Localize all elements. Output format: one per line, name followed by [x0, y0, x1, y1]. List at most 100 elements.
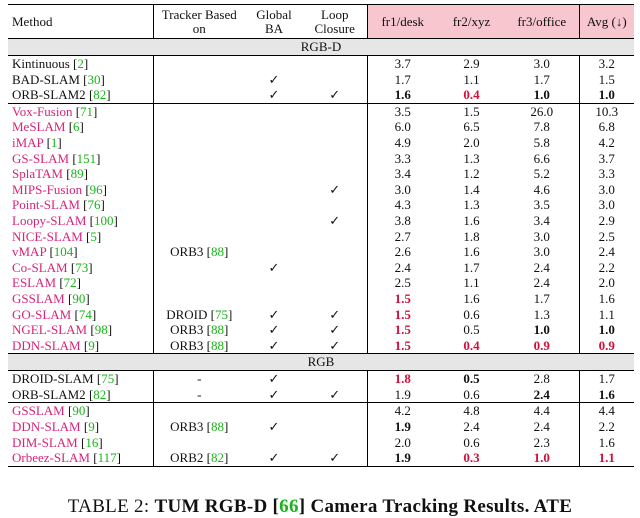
citation-link[interactable]: 9 [88, 419, 95, 435]
global-ba-cell [245, 166, 303, 182]
loop-closure-cell [303, 371, 367, 387]
method-cell: NGEL-SLAM [98] [12, 322, 113, 338]
loop-closure-cell [303, 119, 367, 135]
header-tracker: Tracker Based on [152, 4, 245, 39]
table-row: NICE-SLAM [5] 2.7 1.8 3.0 2.5 [8, 228, 634, 245]
method-name: Loopy-SLAM [12, 212, 87, 228]
fr1-value: 1.5 [366, 322, 438, 338]
method-name: Co-SLAM [12, 259, 68, 275]
fr1-value: 2.4 [366, 259, 438, 276]
fr1-value: 4.9 [366, 134, 438, 151]
loop-closure-cell: ✓ [303, 450, 367, 467]
citation-link[interactable]: 82 [93, 87, 107, 103]
tracker-cell [152, 181, 245, 198]
method-name: DIM-SLAM [12, 434, 78, 450]
citation-link[interactable]: 74 [78, 306, 92, 322]
header-fr1-desk: fr1/desk [366, 4, 438, 39]
citation-link[interactable]: 104 [53, 244, 74, 260]
citation-link[interactable]: 90 [72, 403, 86, 419]
table-row: Loopy-SLAM [100] ✓ 3.8 1.6 3.4 2.9 [8, 212, 634, 229]
tracker-cell [152, 102, 245, 120]
citation-link[interactable]: 151 [76, 150, 97, 166]
citation-link[interactable]: 89 [70, 166, 84, 182]
tracker-cell [152, 87, 245, 104]
table-row: GO-SLAM [74] DROID [75] ✓ ✓ 1.5 0.6 1.3 1.1 [8, 306, 634, 323]
method-name: Vox-Fusion [12, 103, 73, 119]
method-cell: GS-SLAM [151] [12, 150, 101, 166]
method-cell: DDN-SLAM [9] [12, 419, 100, 435]
check-icon: ✓ [329, 306, 341, 322]
fr1-value: 1.6 [366, 87, 438, 104]
citation-link[interactable]: 88 [210, 337, 224, 353]
fr2-value: 2.4 [463, 419, 480, 435]
citation-link[interactable]: 9 [88, 337, 95, 353]
citation-link[interactable]: 75 [214, 306, 228, 322]
tracker-cell: - [152, 370, 245, 387]
citation-link[interactable]: 5 [90, 228, 97, 244]
table-row: GSSLAM [90] 1.5 1.6 1.7 1.6 [8, 290, 634, 307]
table-row: ESLAM [72] 2.5 1.1 2.4 2.0 [8, 275, 634, 291]
tracker-cell [152, 275, 245, 291]
tracker-cell: - [152, 386, 245, 403]
fr1-value: 1.5 [366, 337, 438, 354]
fr3-value: 0.9 [533, 337, 550, 353]
method-name: BAD-SLAM [12, 71, 80, 87]
loop-closure-cell [303, 419, 367, 435]
results-table: Method Tracker Based on Global BA Loop C… [8, 4, 634, 467]
caption-ref[interactable]: 66 [279, 496, 299, 517]
fr2-value: 0.4 [463, 87, 480, 103]
fr3-value: 2.4 [533, 259, 550, 275]
citation-link[interactable]: 82 [93, 386, 107, 402]
fr3-value: 2.4 [533, 419, 550, 435]
table-row: ORB-SLAM2 [82] - ✓ ✓ 1.9 0.6 2.4 1.6 [8, 386, 634, 403]
method-name: ESLAM [12, 275, 57, 291]
loop-closure-cell: ✓ [303, 182, 367, 198]
global-ba-cell: ✓ [245, 338, 303, 354]
citation-link[interactable]: 76 [87, 197, 101, 213]
avg-value: 3.7 [578, 150, 634, 167]
method-name: DDN-SLAM [12, 419, 81, 435]
citation-link[interactable]: 16 [85, 434, 99, 450]
avg-value: 2.2 [578, 419, 634, 435]
citation-link[interactable]: 100 [93, 212, 114, 228]
tracker-cell [152, 197, 245, 213]
header-avg: Avg (↓) [578, 4, 634, 39]
citation-link[interactable]: 71 [80, 103, 94, 119]
citation-link[interactable]: 72 [63, 275, 77, 291]
avg-value: 1.1 [578, 450, 634, 467]
method-cell: Co-SLAM [73] [12, 259, 93, 275]
check-icon: ✓ [329, 212, 341, 228]
table-row: Kintinuous [2] 3.7 2.9 3.0 3.2 [8, 55, 634, 72]
citation-link[interactable]: 98 [94, 322, 108, 338]
global-ba-cell [245, 291, 303, 307]
check-icon: ✓ [268, 450, 280, 466]
avg-value: 3.2 [578, 55, 634, 72]
method-cell: GO-SLAM [74] [12, 306, 97, 322]
method-cell: NICE-SLAM [5] [12, 228, 102, 244]
check-icon: ✓ [268, 71, 280, 87]
table-row: Orbeez-SLAM [117] ORB2 [82] ✓ ✓ 1.9 0.3 1.0 1.1 [8, 450, 634, 467]
citation-link[interactable]: 2 [77, 56, 84, 71]
citation-link[interactable]: 75 [101, 371, 115, 387]
fr3-value: 7.8 [533, 119, 550, 135]
citation-link[interactable]: 117 [97, 450, 117, 466]
citation-link[interactable]: 90 [72, 290, 86, 306]
citation-link[interactable]: 88 [210, 322, 224, 338]
fr2-value: 0.6 [463, 434, 480, 450]
citation-link[interactable]: 6 [73, 119, 80, 135]
citation-link[interactable]: 96 [89, 181, 103, 197]
citation-link[interactable]: 30 [87, 71, 101, 87]
citation-link[interactable]: 88 [210, 419, 224, 435]
loop-closure-cell [303, 402, 367, 420]
global-ba-cell: ✓ [245, 450, 303, 467]
citation-link[interactable]: 1 [50, 134, 58, 150]
caption-prefix: TABLE 2: [67, 496, 155, 517]
table-row: DDN-SLAM [9] ORB3 [88] ✓ 1.9 2.4 2.4 2.2 [8, 419, 634, 435]
tracker-cell: ORB3 [88] [152, 322, 245, 338]
check-icon: ✓ [329, 322, 341, 338]
citation-link[interactable]: 88 [210, 244, 224, 260]
fr1-value: 1.5 [366, 290, 438, 307]
citation-link[interactable]: 73 [75, 259, 89, 275]
global-ba-cell [245, 151, 303, 167]
citation-link[interactable]: 82 [210, 450, 224, 466]
